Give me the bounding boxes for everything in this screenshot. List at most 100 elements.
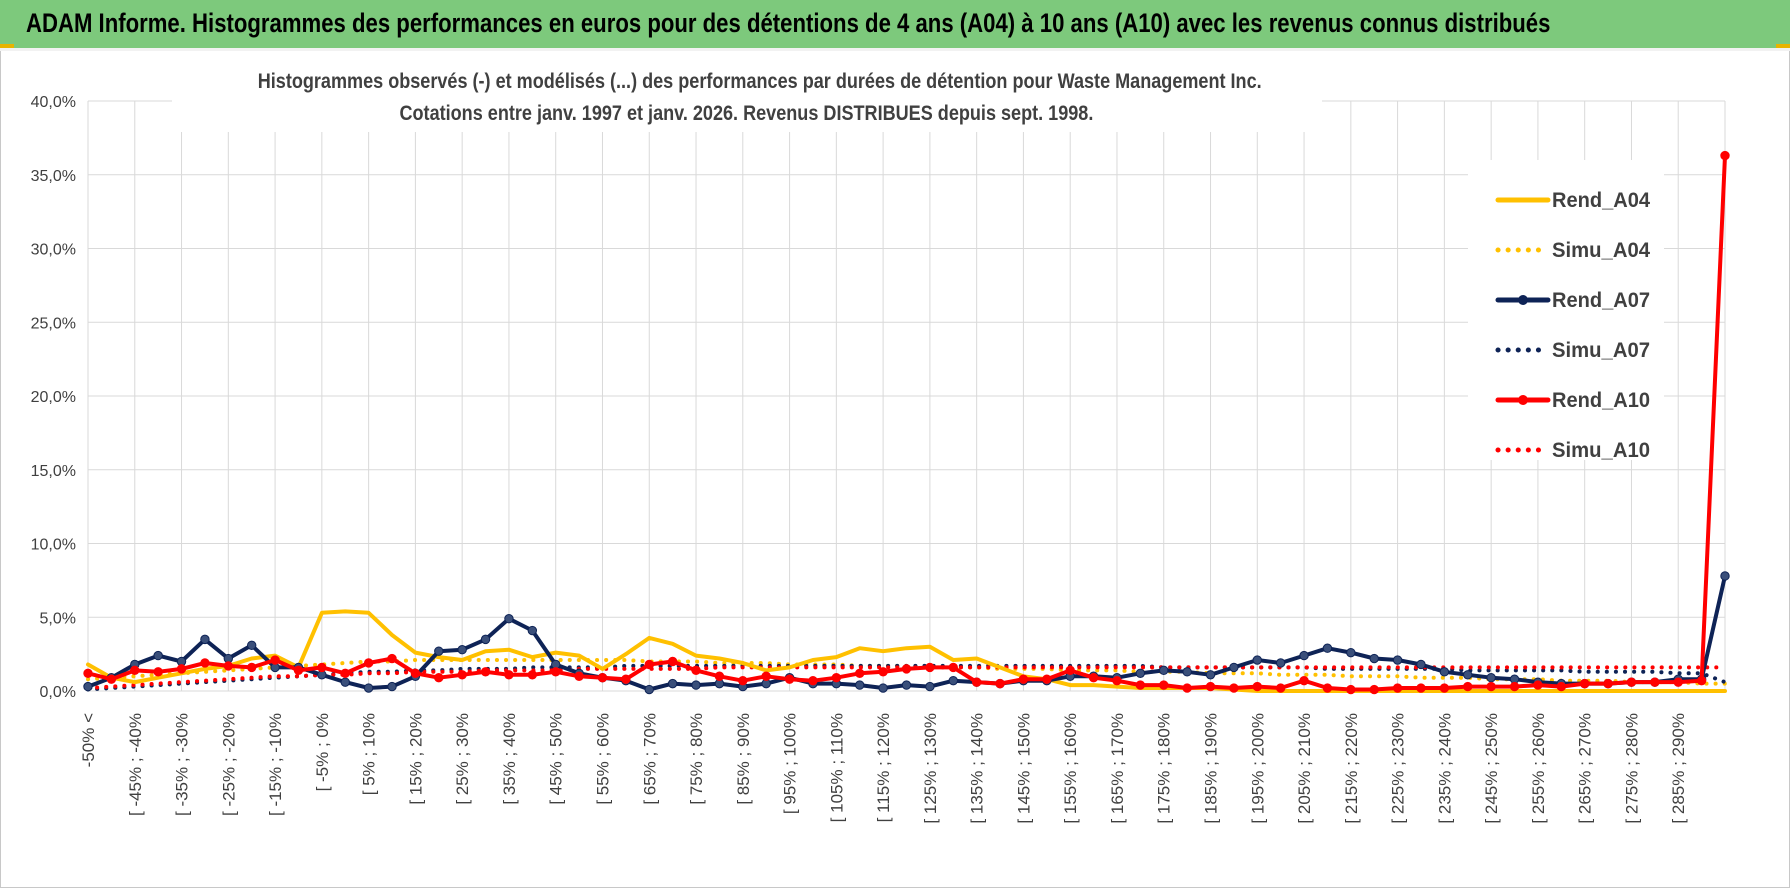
data-point: [1229, 683, 1239, 693]
legend-box: [1468, 160, 1664, 460]
x-tick-label: [ -25% ; -20%: [219, 713, 238, 816]
data-point: [644, 684, 654, 695]
data-point: [130, 665, 140, 676]
x-tick-label: [ 135% ; 140%: [968, 713, 987, 824]
data-point: [1650, 677, 1660, 687]
x-tick-label: [ 235% ; 240%: [1435, 713, 1454, 824]
data-point: [901, 664, 912, 674]
data-point: [1299, 650, 1309, 661]
data-point: [691, 665, 701, 676]
data-point: [363, 683, 374, 693]
legend-marker: [1518, 395, 1528, 405]
data-point: [761, 671, 771, 681]
data-point: [1042, 674, 1052, 684]
data-point: [1392, 683, 1403, 693]
x-tick-label: [ 85% ; 90%: [734, 713, 753, 805]
legend-label: Rend_A10: [1552, 389, 1650, 412]
data-point: [621, 674, 631, 684]
data-point: [1463, 670, 1473, 680]
chart-subtitle: Cotations entre janv. 1997 et janv. 2026…: [399, 102, 1093, 125]
data-point: [106, 674, 117, 684]
x-tick-label: [ 35% ; 40%: [500, 713, 519, 805]
data-point: [691, 680, 701, 690]
data-point: [1229, 662, 1239, 673]
data-point: [457, 670, 467, 680]
data-point: [247, 662, 257, 673]
data-point: [1416, 659, 1426, 670]
data-point: [340, 677, 350, 687]
x-tick-label: [ 285% ; 290%: [1669, 713, 1688, 824]
x-tick-label: [ -35% ; -30%: [173, 713, 192, 816]
series-line-rend_a04: [86, 609, 1727, 693]
y-tick-label: 15,0%: [31, 463, 76, 480]
legend-label: Simu_A10: [1552, 439, 1650, 462]
data-point: [1720, 571, 1730, 581]
data-point: [855, 668, 865, 678]
data-point: [714, 671, 725, 681]
data-point: [1486, 673, 1496, 683]
x-tick-label: [ 105% ; 110%: [827, 713, 846, 822]
x-tick-label: [ -45% ; -40%: [126, 713, 145, 816]
data-point: [1182, 667, 1192, 677]
data-point: [1135, 680, 1146, 690]
data-point: [83, 681, 93, 692]
y-tick-label: 40,0%: [31, 94, 76, 111]
data-point: [878, 683, 888, 693]
data-point: [574, 671, 584, 681]
data-point: [410, 668, 421, 678]
x-tick-label: [ 5% ; 10%: [360, 713, 379, 795]
data-point: [1182, 683, 1192, 693]
page-title: ADAM Informe. Histogrammes des performan…: [26, 8, 1551, 38]
data-point: [153, 667, 163, 677]
y-tick-label: 20,0%: [31, 389, 76, 406]
data-point: [1135, 668, 1146, 678]
data-point: [597, 673, 608, 683]
data-point: [808, 675, 818, 686]
x-tick-label: [ -5% ; 0%: [313, 713, 332, 791]
x-tick-label: [ 65% ; 70%: [640, 713, 659, 805]
data-point: [995, 678, 1005, 689]
data-point: [457, 645, 467, 655]
data-point: [1346, 684, 1356, 695]
data-point: [667, 656, 678, 667]
y-tick-label: 35,0%: [31, 168, 76, 185]
data-point: [480, 667, 491, 677]
data-point: [1533, 680, 1543, 690]
title-banner: ADAM Informe. Histogrammes des performan…: [0, 0, 1790, 51]
data-point: [1205, 670, 1216, 680]
x-tick-label: [ 205% ; 210%: [1295, 713, 1314, 824]
legend-marker: [1518, 295, 1528, 305]
data-point: [1159, 680, 1169, 690]
x-tick-label: [ 275% ; 280%: [1622, 713, 1641, 824]
corner-mark-left: [0, 44, 14, 48]
data-point: [1556, 681, 1567, 692]
data-point: [363, 658, 374, 668]
data-point: [293, 665, 304, 676]
data-point: [480, 634, 491, 645]
data-point: [971, 677, 982, 687]
data-point: [504, 614, 514, 624]
data-point: [1486, 681, 1496, 692]
x-tick-label: [ 25% ; 30%: [453, 713, 472, 805]
x-tick-label: [ 215% ; 220%: [1342, 713, 1361, 824]
y-tick-label: 30,0%: [31, 242, 76, 259]
data-point: [434, 673, 444, 683]
data-point: [247, 640, 257, 650]
x-tick-label: [ 245% ; 250%: [1482, 713, 1501, 824]
data-point: [83, 668, 93, 678]
data-point: [948, 675, 958, 686]
data-point: [1088, 673, 1099, 683]
y-tick-label: 0,0%: [40, 684, 76, 701]
legend-label: Simu_A07: [1552, 339, 1650, 362]
x-tick-label: [ 145% ; 150%: [1014, 713, 1033, 824]
data-point: [1439, 683, 1450, 693]
data-point: [1579, 678, 1590, 689]
data-point: [1416, 683, 1426, 693]
data-point: [200, 634, 210, 645]
data-point: [1509, 681, 1520, 692]
data-point: [1112, 675, 1122, 686]
data-point: [925, 681, 935, 692]
data-point: [784, 674, 795, 684]
x-tick-label: [ 185% ; 190%: [1202, 713, 1221, 824]
